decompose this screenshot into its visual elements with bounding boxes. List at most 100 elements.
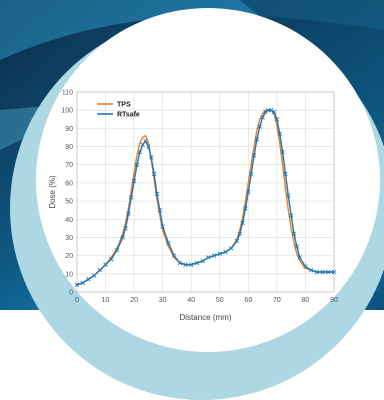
x-tick-label: 60 [244,297,252,304]
data-point-rtsafe [314,269,320,275]
data-point-rtsafe [114,247,120,253]
y-tick-label: 60 [65,180,73,187]
y-tick-label: 40 [65,217,73,224]
data-point-rtsafe [286,193,291,198]
data-point-rtsafe [280,149,285,155]
data-point-rtsafe [137,149,143,155]
data-point-rtsafe [217,251,222,257]
y-tick-label: 70 [65,162,73,169]
data-point-rtsafe [297,255,302,260]
y-tick-label: 20 [65,253,73,260]
data-point-rtsafe [134,162,140,167]
data-point-rtsafe [240,220,245,226]
data-point-rtsafe [171,253,177,258]
data-point-rtsafe [126,211,131,217]
y-tick-label: 30 [65,235,73,242]
data-point-rtsafe [243,206,248,211]
data-point-rtsafe [257,124,262,129]
data-point-rtsafe [146,144,151,149]
data-point-rtsafe [74,282,80,287]
data-point-rtsafe [157,207,163,213]
series-layer [74,107,337,287]
data-point-rtsafe [260,115,265,120]
x-tick-label: 30 [159,297,167,304]
data-point-rtsafe [223,249,228,255]
data-point-rtsafe [254,137,260,142]
data-point-rtsafe [283,171,288,177]
data-point-rtsafe [129,195,134,200]
legend-label-tps: TPS [117,102,131,109]
data-point-rtsafe [206,255,211,260]
data-point-rtsafe [143,138,148,144]
data-point-rtsafe [109,257,114,262]
data-point-rtsafe [320,269,325,275]
data-point-rtsafe [274,117,280,122]
y-tick-label: 80 [65,144,73,151]
data-point-rtsafe [277,131,282,137]
x-tick-label: 40 [187,297,195,304]
y-tick-label: 110 [62,90,73,97]
data-point-rtsafe [189,262,194,267]
data-point-rtsafe [200,258,205,264]
data-point-rtsafe [149,155,154,160]
data-point-rtsafe [271,109,277,115]
data-point-rtsafe [268,107,274,113]
data-point-rtsafe [183,262,188,267]
light-streak [240,0,384,160]
data-point-rtsafe [211,253,217,258]
data-point-rtsafe [154,191,160,197]
data-point-rtsafe [166,240,171,246]
data-point-rtsafe [123,226,128,231]
grid-lines [76,91,335,293]
y-axis-label: Dose (%) [48,175,57,209]
y-tick-label: 10 [65,271,73,278]
data-point-rtsafe [331,269,337,275]
data-point-rtsafe [103,262,108,267]
x-axis-label: Distance (mm) [179,313,231,322]
data-point-rtsafe [86,277,91,282]
data-point-rtsafe [194,260,200,266]
plot-frame [76,91,335,293]
legend: TPS RTsafe [97,102,140,119]
y-tick-label: 0 [69,290,73,297]
axes [76,91,335,293]
data-point-rtsafe [263,109,268,115]
data-point-rtsafe [246,189,251,195]
data-point-rtsafe [151,171,157,177]
legend-label-rtsafe: RTsafe [117,112,140,119]
data-point-rtsafe [228,246,234,251]
data-point-rtsafe [97,267,103,273]
data-point-rtsafe [291,231,297,237]
x-tick-label: 0 [75,297,79,304]
series-line-rtsafe [76,109,334,286]
data-point-rtsafe [160,224,165,229]
white-circle [36,8,380,352]
x-tick-label: 90 [330,297,338,304]
data-point-rtsafe [80,280,85,286]
y-tick-label: 100 [61,108,73,115]
data-point-rtsafe [303,264,308,269]
y-tick-label: 90 [65,126,73,133]
data-point-rtsafe [294,244,300,249]
y-tick-label: 50 [65,199,73,206]
data-point-rtsafe [251,153,257,158]
x-tick-label: 20 [130,297,138,304]
data-point-rtsafe [237,231,242,237]
data-point-rtsafe [131,178,137,184]
x-tick-label: 10 [102,297,110,304]
tick-labels: 0 10 20 30 40 50 60 70 80 90 100 110 0 10 20 30 40 50 60 70… [61,90,338,305]
x-tick-label: 70 [273,297,281,304]
x-tick-label: 80 [302,297,310,304]
data-point-rtsafe [288,213,294,218]
data-point-rtsafe [234,238,240,244]
data-point-rtsafe [120,235,125,240]
data-point-rtsafe [91,273,97,278]
data-point-rtsafe [177,260,183,266]
data-point-rtsafe [248,171,254,177]
data-point-rtsafe [308,267,314,273]
data-point-rtsafe [140,142,145,147]
data-point-rtsafe [326,269,331,275]
